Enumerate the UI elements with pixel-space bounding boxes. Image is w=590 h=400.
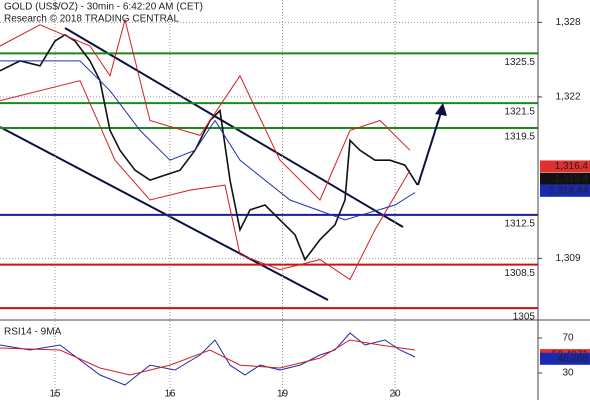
level-label: 1305: [513, 312, 536, 323]
series-line: [0, 17, 411, 201]
forecast-arrow: [417, 105, 444, 186]
series-line: [0, 33, 419, 262]
price-box: [540, 160, 590, 173]
series-line: [0, 332, 416, 386]
price-box-label: 1,315.4: [555, 174, 589, 185]
price-box-label: 46.268: [557, 353, 588, 364]
price-box-label: 1,314.44: [549, 185, 588, 196]
price-box: [540, 184, 590, 197]
price-box: [540, 352, 590, 365]
chart-subtitle: Research © 2018 TRADING CENTRAL: [4, 14, 179, 25]
x-tick-label: 16: [164, 389, 176, 400]
y-tick-label: 1,309: [555, 253, 580, 264]
rsi-title: RSI14 - 9MA: [4, 327, 62, 338]
x-tick-label: 15: [49, 389, 61, 400]
series-line: [0, 60, 416, 221]
level-label: 1321.5: [504, 107, 535, 118]
channel-lower: [0, 126, 329, 301]
y-tick-label: 30: [562, 368, 574, 379]
series-line: [0, 339, 416, 376]
chart-title: GOLD (US$/OZ) - 30min - 6:42:20 AM (CET): [4, 2, 203, 13]
level-label: 1325.5: [504, 57, 535, 68]
price-box-label: 1,316.4: [555, 161, 589, 172]
x-tick-label: 20: [389, 389, 401, 400]
level-label: 1319.5: [504, 132, 535, 143]
series-line: [0, 80, 411, 281]
y-tick-label: 70: [562, 333, 574, 344]
y-tick-label: 1,328: [555, 17, 580, 28]
y-tick-label: 1,322: [555, 92, 580, 103]
arrow-head: [435, 103, 447, 116]
level-label: 1308.5: [504, 268, 535, 279]
level-label: 1312.5: [504, 219, 535, 230]
x-tick-label: 19: [277, 389, 289, 400]
price-box: [540, 172, 590, 185]
